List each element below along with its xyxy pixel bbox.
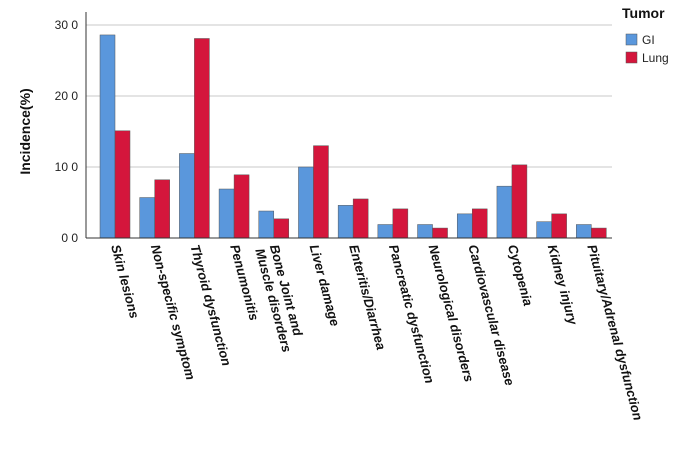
y-tick-label: 0 0 bbox=[61, 231, 78, 245]
bar-lung-5 bbox=[313, 145, 329, 239]
category-label: Cytopenia bbox=[505, 243, 536, 308]
bar-lung-10 bbox=[511, 164, 528, 239]
legend-title: Tumor bbox=[622, 5, 665, 21]
bar-gi-9 bbox=[456, 213, 473, 239]
bar-lung-0 bbox=[114, 130, 131, 239]
y-tick-label: 10 0 bbox=[55, 160, 79, 174]
category-label: Liver damage bbox=[307, 243, 343, 328]
legend: Tumor GI Lung bbox=[622, 5, 669, 65]
bar-gi-0 bbox=[99, 34, 116, 239]
bar-gi-11 bbox=[536, 221, 552, 239]
y-tick-label: 20 0 bbox=[55, 89, 79, 103]
y-tick-labels: 0 0 10 0 20 0 30 0 bbox=[55, 18, 79, 245]
legend-label-gi: GI bbox=[642, 33, 655, 47]
bar-lung-9 bbox=[471, 208, 488, 239]
category-label: Non-specific symptom bbox=[148, 243, 199, 382]
bar-lung-4 bbox=[273, 218, 290, 239]
legend-swatch-gi bbox=[625, 33, 638, 46]
bar-gi-8 bbox=[417, 224, 433, 239]
bar-gi-12 bbox=[576, 224, 592, 239]
category-labels: Skin lesions Non-specific symptomThyroid … bbox=[108, 243, 646, 422]
category-label: Kidney injury bbox=[545, 243, 581, 327]
bar-gi-10 bbox=[496, 185, 513, 239]
axes bbox=[85, 12, 612, 239]
category-label: Thyroid dysfunction bbox=[187, 243, 234, 368]
bar-lung-6 bbox=[352, 198, 369, 239]
category-label: Skin lesions bbox=[108, 243, 142, 320]
bar-lung-3 bbox=[233, 174, 250, 239]
bar-gi-5 bbox=[298, 166, 314, 239]
category-label: Pancreatic dysfunction bbox=[386, 243, 438, 385]
bar-lung-11 bbox=[551, 213, 567, 239]
bar-lung-8 bbox=[432, 227, 448, 239]
bar-gi-6 bbox=[337, 205, 354, 239]
category-label: Pituitary/Adrenal dysfunction bbox=[584, 243, 645, 422]
bar-gi-3 bbox=[218, 188, 235, 239]
legend-items: GI Lung bbox=[625, 33, 669, 65]
bar-lung-2 bbox=[194, 38, 210, 239]
bar-gi-1 bbox=[139, 197, 155, 239]
y-tick-label: 30 0 bbox=[55, 18, 79, 32]
bar-gi-4 bbox=[258, 210, 275, 239]
legend-label-lung: Lung bbox=[642, 51, 669, 65]
bars bbox=[99, 34, 607, 239]
bar-gi-7 bbox=[377, 224, 394, 239]
bar-lung-7 bbox=[392, 208, 409, 239]
bar-lung-12 bbox=[591, 227, 607, 239]
category-label: Bone Joint andMuscle disorders bbox=[252, 243, 309, 354]
bar-lung-1 bbox=[154, 179, 170, 239]
legend-swatch-lung bbox=[625, 51, 638, 64]
category-label: Enteritis/Diarrhea bbox=[346, 243, 389, 352]
bar-gi-2 bbox=[179, 153, 195, 239]
y-axis-label: Incidence(%) bbox=[17, 88, 33, 174]
